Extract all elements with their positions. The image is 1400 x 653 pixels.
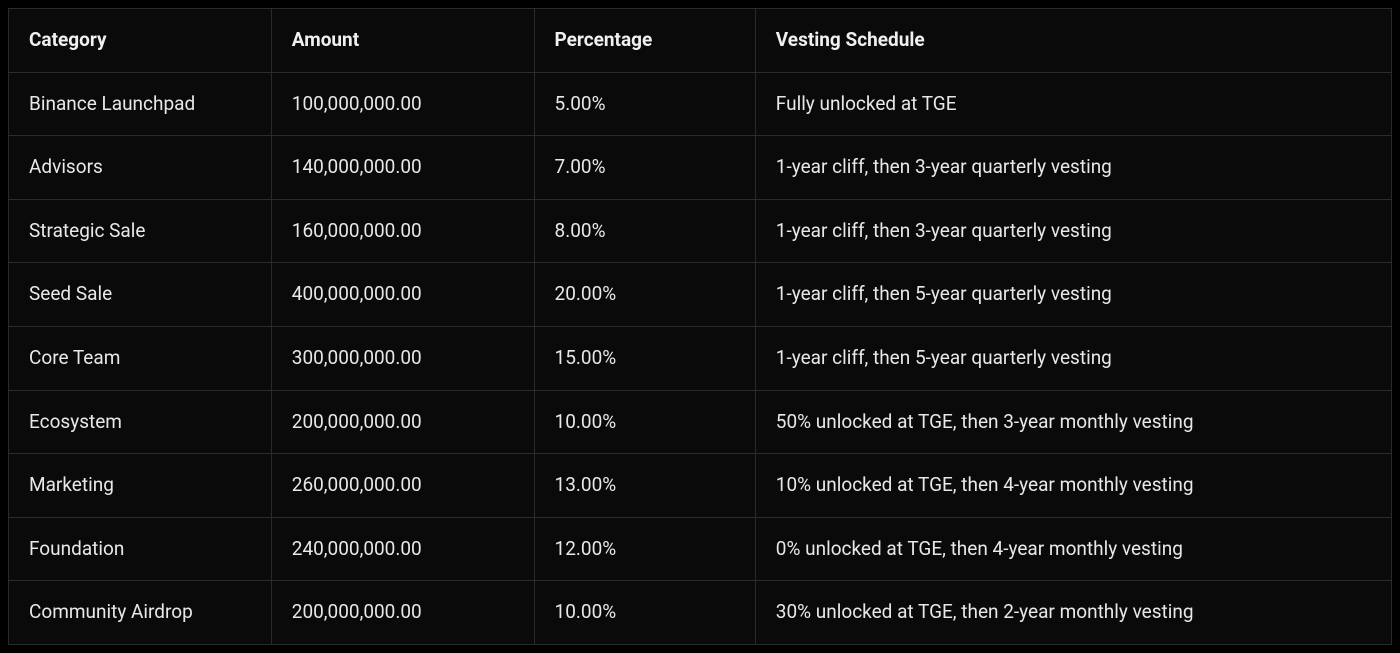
table-row: Foundation 240,000,000.00 12.00% 0% unlo… — [9, 517, 1392, 581]
cell-vesting: 30% unlocked at TGE, then 2-year monthly… — [755, 581, 1391, 645]
header-vesting: Vesting Schedule — [755, 9, 1391, 73]
cell-amount: 200,000,000.00 — [271, 581, 534, 645]
cell-percentage: 12.00% — [534, 517, 755, 581]
cell-vesting: 1-year cliff, then 5-year quarterly vest… — [755, 326, 1391, 390]
cell-category: Core Team — [9, 326, 272, 390]
cell-amount: 160,000,000.00 — [271, 199, 534, 263]
cell-percentage: 10.00% — [534, 581, 755, 645]
table-row: Strategic Sale 160,000,000.00 8.00% 1-ye… — [9, 199, 1392, 263]
table-row: Advisors 140,000,000.00 7.00% 1-year cli… — [9, 136, 1392, 200]
cell-percentage: 10.00% — [534, 390, 755, 454]
table-row: Ecosystem 200,000,000.00 10.00% 50% unlo… — [9, 390, 1392, 454]
cell-amount: 140,000,000.00 — [271, 136, 534, 200]
cell-category: Seed Sale — [9, 263, 272, 327]
cell-percentage: 15.00% — [534, 326, 755, 390]
cell-category: Community Airdrop — [9, 581, 272, 645]
header-category: Category — [9, 9, 272, 73]
cell-amount: 100,000,000.00 — [271, 72, 534, 136]
table-row: Community Airdrop 200,000,000.00 10.00% … — [9, 581, 1392, 645]
table-row: Core Team 300,000,000.00 15.00% 1-year c… — [9, 326, 1392, 390]
cell-amount: 200,000,000.00 — [271, 390, 534, 454]
table-row: Binance Launchpad 100,000,000.00 5.00% F… — [9, 72, 1392, 136]
header-percentage: Percentage — [534, 9, 755, 73]
cell-amount: 240,000,000.00 — [271, 517, 534, 581]
cell-vesting: 1-year cliff, then 3-year quarterly vest… — [755, 136, 1391, 200]
cell-percentage: 8.00% — [534, 199, 755, 263]
table-row: Seed Sale 400,000,000.00 20.00% 1-year c… — [9, 263, 1392, 327]
cell-category: Advisors — [9, 136, 272, 200]
cell-category: Marketing — [9, 454, 272, 518]
cell-amount: 400,000,000.00 — [271, 263, 534, 327]
cell-vesting: 10% unlocked at TGE, then 4-year monthly… — [755, 454, 1391, 518]
cell-category: Binance Launchpad — [9, 72, 272, 136]
cell-amount: 260,000,000.00 — [271, 454, 534, 518]
header-amount: Amount — [271, 9, 534, 73]
cell-percentage: 20.00% — [534, 263, 755, 327]
cell-vesting: 0% unlocked at TGE, then 4-year monthly … — [755, 517, 1391, 581]
vesting-table: Category Amount Percentage Vesting Sched… — [8, 8, 1392, 645]
cell-vesting: 50% unlocked at TGE, then 3-year monthly… — [755, 390, 1391, 454]
cell-percentage: 7.00% — [534, 136, 755, 200]
cell-vesting: Fully unlocked at TGE — [755, 72, 1391, 136]
cell-percentage: 5.00% — [534, 72, 755, 136]
cell-vesting: 1-year cliff, then 5-year quarterly vest… — [755, 263, 1391, 327]
table-header-row: Category Amount Percentage Vesting Sched… — [9, 9, 1392, 73]
table-body: Binance Launchpad 100,000,000.00 5.00% F… — [9, 72, 1392, 644]
cell-percentage: 13.00% — [534, 454, 755, 518]
cell-category: Foundation — [9, 517, 272, 581]
table-row: Marketing 260,000,000.00 13.00% 10% unlo… — [9, 454, 1392, 518]
cell-vesting: 1-year cliff, then 3-year quarterly vest… — [755, 199, 1391, 263]
table-header: Category Amount Percentage Vesting Sched… — [9, 9, 1392, 73]
cell-category: Strategic Sale — [9, 199, 272, 263]
cell-category: Ecosystem — [9, 390, 272, 454]
cell-amount: 300,000,000.00 — [271, 326, 534, 390]
